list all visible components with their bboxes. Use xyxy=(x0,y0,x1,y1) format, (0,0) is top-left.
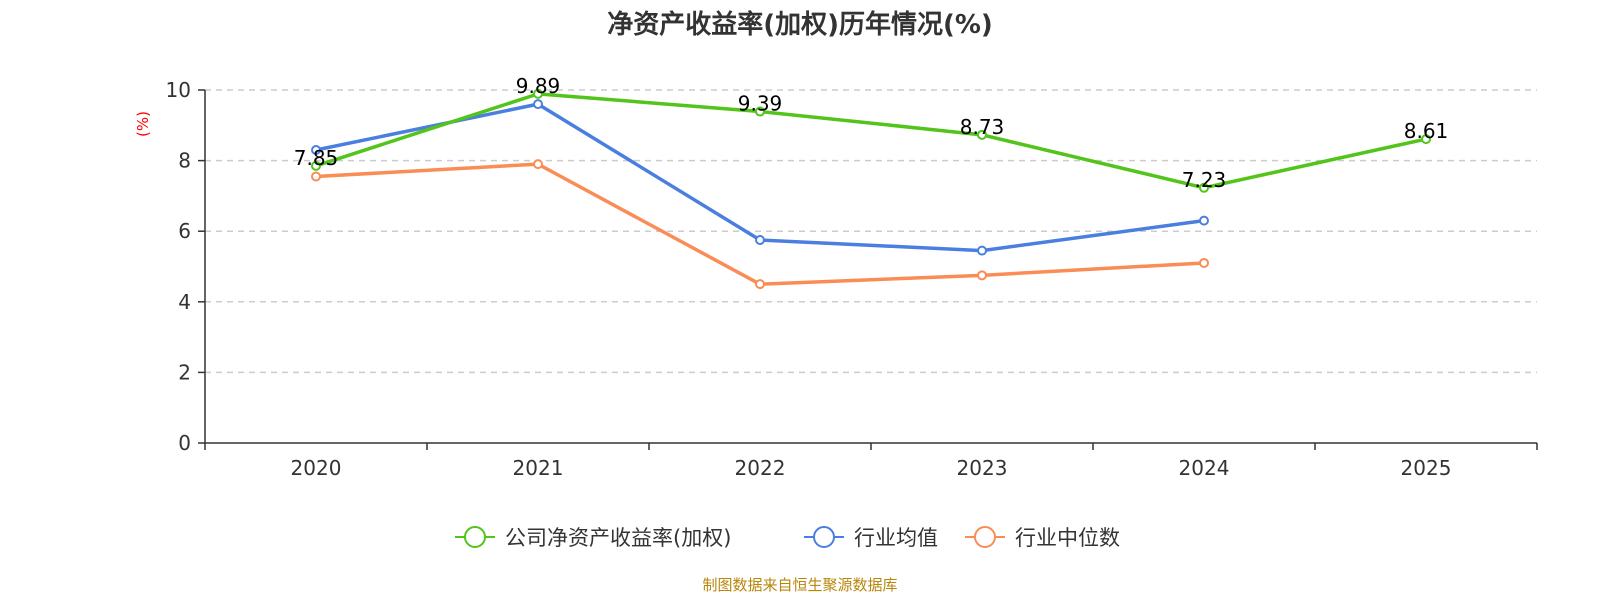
legend-marker xyxy=(974,526,996,548)
x-tick-label: 2023 xyxy=(957,456,1008,480)
data-point xyxy=(1421,134,1431,145)
data-point xyxy=(755,235,765,246)
y-axis-unit-label: (%) xyxy=(134,111,152,137)
legend-label: 行业中位数 xyxy=(1015,526,1120,550)
data-source-note: 制图数据来自恒生聚源数据库 xyxy=(702,576,897,594)
data-label: 8.61 xyxy=(1404,119,1449,143)
y-tick-label: 4 xyxy=(178,290,191,314)
x-tick-label: 2025 xyxy=(1401,456,1452,480)
y-tick-label: 8 xyxy=(178,149,191,173)
data-point xyxy=(977,245,987,256)
data-point xyxy=(311,145,321,156)
series-line xyxy=(315,102,1205,253)
legend-item[interactable]: 行业中位数 xyxy=(965,526,1120,550)
data-label: 7.23 xyxy=(1182,168,1227,192)
chart-title: 净资产收益率(加权)历年情况(%) xyxy=(607,9,993,40)
data-label: 9.39 xyxy=(738,92,783,116)
x-tick-label: 2020 xyxy=(291,456,342,480)
data-point xyxy=(533,88,543,99)
y-tick-label: 2 xyxy=(178,360,191,384)
legend-marker xyxy=(464,526,486,548)
data-point xyxy=(311,160,321,171)
y-tick-label: 6 xyxy=(178,219,191,243)
legend-item[interactable]: 公司净资产收益率(加权) xyxy=(455,526,731,550)
data-labels: 7.85 9.89 9.39 8.73 7.23 8.61 xyxy=(294,74,1449,192)
data-point xyxy=(755,106,765,117)
axes: 0 2 4 6 8 10 2020 2021 2022 2023 2024 2025 xyxy=(166,78,1538,480)
y-tick-label: 0 xyxy=(178,431,191,455)
series-line xyxy=(315,92,1427,190)
series-line xyxy=(315,162,1205,286)
legend-marker xyxy=(813,526,835,548)
data-label: 7.85 xyxy=(294,146,339,170)
grid-lines xyxy=(205,89,1537,374)
legend-label: 行业均值 xyxy=(854,526,938,550)
x-tick-label: 2022 xyxy=(735,456,786,480)
data-point xyxy=(755,279,765,290)
data-point xyxy=(977,270,987,281)
y-tick-label: 10 xyxy=(166,78,191,102)
series-lines xyxy=(311,88,1431,290)
data-point xyxy=(1199,182,1209,193)
data-point xyxy=(533,159,543,170)
legend-label: 公司净资产收益率(加权) xyxy=(505,526,731,550)
data-point xyxy=(533,99,543,110)
data-point xyxy=(1199,257,1209,268)
legend-item[interactable]: 行业均值 xyxy=(804,526,938,550)
x-tick-label: 2021 xyxy=(513,456,564,480)
data-point xyxy=(311,171,321,182)
data-label: 8.73 xyxy=(960,115,1005,139)
data-label: 9.89 xyxy=(516,74,561,98)
data-point xyxy=(1199,215,1209,226)
legend[interactable]: 公司净资产收益率(加权) 行业均值 行业中位数 xyxy=(455,526,1120,550)
data-point xyxy=(977,129,987,140)
x-tick-label: 2024 xyxy=(1179,456,1230,480)
